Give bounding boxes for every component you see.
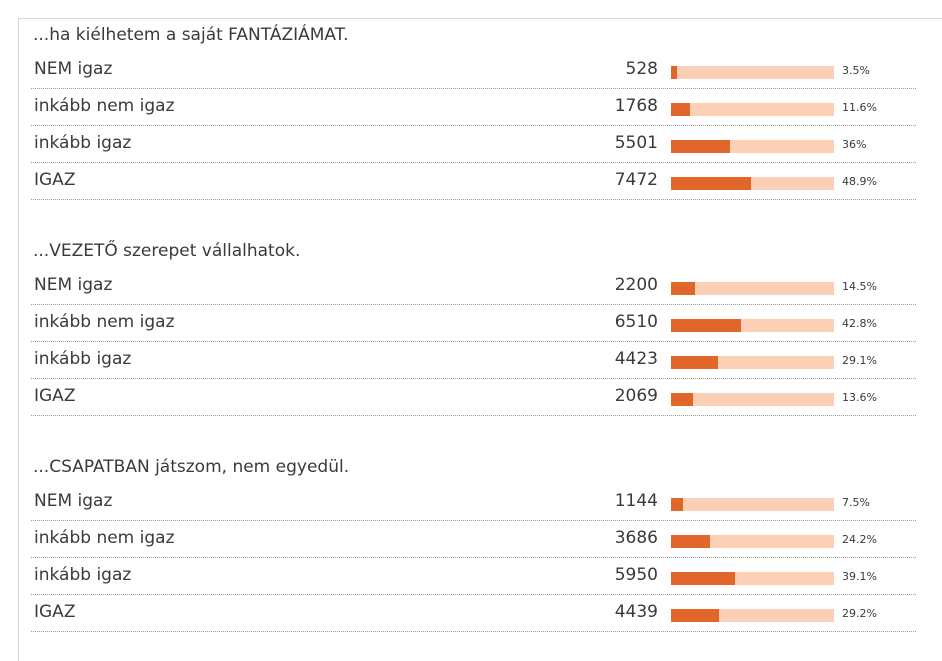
poll-question: ...ha kiélhetem a saját FANTÁZIÁMAT. — [33, 25, 349, 45]
bar — [671, 498, 684, 511]
poll-row: IGAZ 7472 48.9% — [31, 164, 916, 200]
bar — [671, 140, 730, 153]
answer-label: NEM igaz — [34, 59, 113, 79]
percent-label: 13.6% — [842, 391, 877, 404]
bar — [671, 177, 751, 190]
percent-label: 24.2% — [842, 533, 877, 546]
bar-track — [671, 103, 834, 116]
bar-track — [671, 609, 834, 622]
bar-track — [671, 535, 834, 548]
answer-label: inkább igaz — [34, 133, 132, 153]
answer-label: inkább igaz — [34, 565, 132, 585]
poll-row: inkább nem igaz 3686 24.2% — [31, 522, 916, 558]
percent-label: 29.2% — [842, 607, 877, 620]
percent-label: 39.1% — [842, 570, 877, 583]
bar — [671, 572, 735, 585]
bar-track — [671, 498, 834, 511]
vote-count: 3686 — [614, 528, 658, 548]
poll-row: inkább nem igaz 6510 42.8% — [31, 306, 916, 342]
percent-label: 14.5% — [842, 280, 877, 293]
vote-count: 2069 — [614, 386, 658, 406]
answer-label: inkább igaz — [34, 349, 132, 369]
poll-row: NEM igaz 1144 7.5% — [31, 485, 916, 521]
poll-row: NEM igaz 2200 14.5% — [31, 269, 916, 305]
answer-label: IGAZ — [34, 602, 76, 622]
poll-row: IGAZ 4439 29.2% — [31, 596, 916, 632]
bar-track — [671, 282, 834, 295]
poll-results: ...ha kiélhetem a saját FANTÁZIÁMAT. NEM … — [18, 18, 942, 661]
percent-label: 42.8% — [842, 317, 877, 330]
bar — [671, 103, 690, 116]
poll-row: inkább igaz 4423 29.1% — [31, 343, 916, 379]
poll-row: NEM igaz 528 3.5% — [31, 53, 916, 89]
bar — [671, 282, 695, 295]
poll-question: ...VEZETŐ szerepet vállalhatok. — [33, 241, 301, 261]
bar — [671, 319, 741, 332]
vote-count: 528 — [625, 59, 658, 79]
vote-count: 1144 — [614, 491, 658, 511]
percent-label: 3.5% — [842, 64, 870, 77]
bar-track — [671, 319, 834, 332]
poll-row: IGAZ 2069 13.6% — [31, 380, 916, 416]
vote-count: 5501 — [614, 133, 658, 153]
bar — [671, 393, 694, 406]
bar — [671, 356, 719, 369]
bar — [671, 535, 711, 548]
bar-track — [671, 140, 834, 153]
answer-label: NEM igaz — [34, 491, 113, 511]
bar-track — [671, 572, 834, 585]
vote-count: 4439 — [614, 602, 658, 622]
poll-row: inkább igaz 5501 36% — [31, 127, 916, 163]
vote-count: 5950 — [614, 565, 658, 585]
percent-label: 11.6% — [842, 101, 877, 114]
answer-label: IGAZ — [34, 386, 76, 406]
answer-label: inkább nem igaz — [34, 312, 175, 332]
answer-label: IGAZ — [34, 170, 76, 190]
bar — [671, 609, 719, 622]
bar-track — [671, 356, 834, 369]
poll-row: inkább igaz 5950 39.1% — [31, 559, 916, 595]
poll-question: ...CSAPATBAN játszom, nem egyedül. — [33, 457, 350, 477]
percent-label: 48.9% — [842, 175, 877, 188]
percent-label: 36% — [842, 138, 867, 151]
poll-row: inkább nem igaz 1768 11.6% — [31, 90, 916, 126]
bar-track — [671, 393, 834, 406]
bar-track — [671, 66, 834, 79]
answer-label: inkább nem igaz — [34, 96, 175, 116]
bar-track — [671, 177, 834, 190]
answer-label: NEM igaz — [34, 275, 113, 295]
percent-label: 7.5% — [842, 496, 870, 509]
vote-count: 7472 — [614, 170, 658, 190]
vote-count: 2200 — [614, 275, 658, 295]
bar — [671, 66, 677, 79]
answer-label: inkább nem igaz — [34, 528, 175, 548]
vote-count: 4423 — [614, 349, 658, 369]
vote-count: 6510 — [614, 312, 658, 332]
percent-label: 29.1% — [842, 354, 877, 367]
vote-count: 1768 — [614, 96, 658, 116]
